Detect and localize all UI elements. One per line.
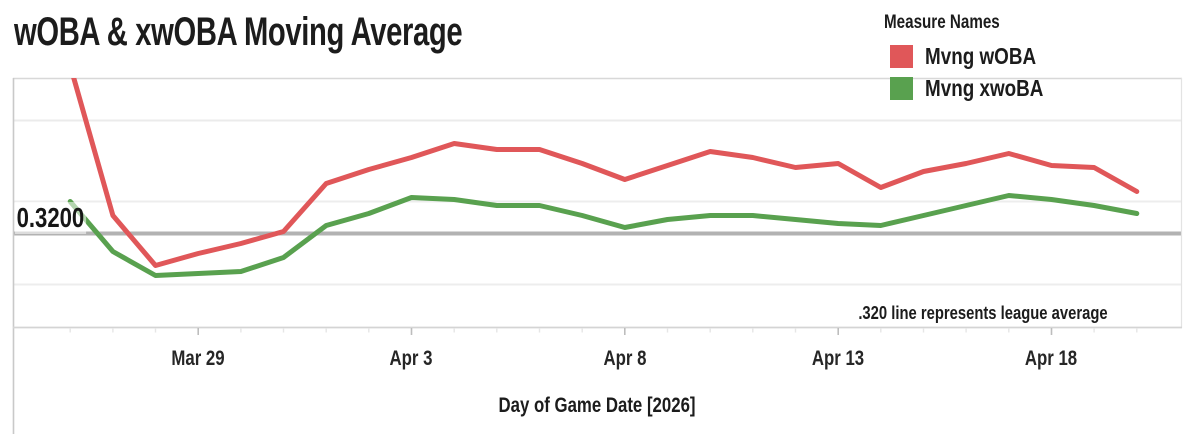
x-axis-ticks [69, 328, 1138, 335]
chart-title: wOBA & xwOBA Moving Average [14, 10, 463, 54]
legend-title: Measure Names [884, 12, 1000, 33]
legend-swatch-green[interactable] [890, 77, 913, 100]
pane-borders [12, 77, 1183, 434]
series-line-mvng-xwoba[interactable] [67, 193, 1140, 278]
legend-swatch-red[interactable] [890, 45, 913, 68]
reference-line-value-label: 0.3200 [15, 202, 86, 234]
series-line-mvng-woba[interactable] [70, 66, 1140, 268]
legend-label: Mvng wOBA [925, 43, 1037, 69]
x-tick-label: Apr 13 [811, 347, 865, 370]
reference-line-note: .320 line represents league average [858, 302, 1108, 323]
legend-label: Mvng xwoBA [925, 75, 1044, 101]
x-tick-label: Apr 8 [603, 347, 647, 370]
legend-item-mvng-woba[interactable]: Mvng wOBA [890, 43, 1069, 69]
legend: Measure Names Mvng wOBA Mvng xwoBA [884, 12, 1069, 109]
x-tick-label: Apr 18 [1024, 347, 1078, 370]
gridlines [13, 119, 1182, 286]
legend-item-mvng-xwoba[interactable]: Mvng xwoBA [890, 75, 1069, 101]
x-tick-label: Apr 3 [389, 347, 433, 370]
x-axis-title: Day of Game Date [2026] [498, 394, 696, 417]
x-tick-label: Mar 29 [171, 347, 225, 370]
